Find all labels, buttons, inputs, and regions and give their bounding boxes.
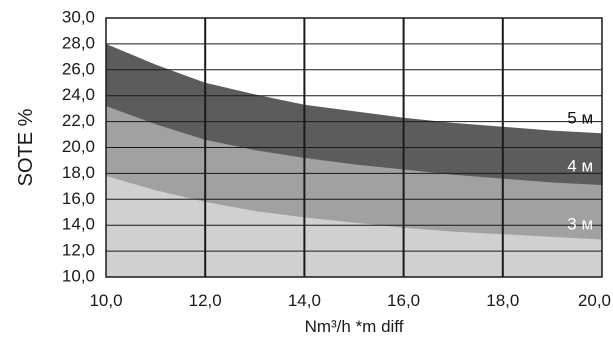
y-axis-title: SOTE % bbox=[15, 108, 37, 186]
y-tick-label: 26,0 bbox=[62, 59, 95, 78]
y-tick-labels: 10,0 12,0 14,0 16,0 18,0 20,0 22,0 24,0 26,0 28,0… bbox=[62, 7, 95, 285]
x-tick-label: 20,0 bbox=[578, 291, 611, 310]
band-label: 4 м bbox=[567, 156, 593, 175]
y-tick-label: 30,0 bbox=[62, 7, 95, 26]
grid bbox=[106, 18, 602, 277]
x-axis-title: Nm³/h *m diff bbox=[305, 317, 404, 336]
y-tick-label: 12,0 bbox=[62, 241, 95, 260]
x-tick-label: 12,0 bbox=[189, 291, 222, 310]
x-tick-label: 14,0 bbox=[288, 291, 321, 310]
y-tick-label: 18,0 bbox=[62, 163, 95, 182]
y-tick-label: 22,0 bbox=[62, 111, 95, 130]
y-tick-label: 10,0 bbox=[62, 266, 95, 285]
x-tick-label: 16,0 bbox=[387, 291, 420, 310]
band-label: 5 м bbox=[567, 108, 593, 127]
band-3-м bbox=[106, 175, 602, 277]
y-tick-label: 16,0 bbox=[62, 189, 95, 208]
y-tick-label: 24,0 bbox=[62, 85, 95, 104]
y-tick-label: 14,0 bbox=[62, 215, 95, 234]
bands bbox=[106, 43, 602, 278]
x-tick-label: 10,0 bbox=[89, 291, 122, 310]
plot-frame bbox=[105, 17, 603, 278]
x-tick-labels: 10,0 12,0 14,0 16,0 18,0 20,0 bbox=[89, 291, 611, 310]
band-label: 3 м bbox=[567, 215, 593, 234]
y-tick-label: 20,0 bbox=[62, 137, 95, 156]
y-tick-label: 28,0 bbox=[62, 33, 95, 52]
x-tick-label: 18,0 bbox=[486, 291, 519, 310]
band-labels: 5 м 4 м 3 м bbox=[567, 108, 593, 233]
